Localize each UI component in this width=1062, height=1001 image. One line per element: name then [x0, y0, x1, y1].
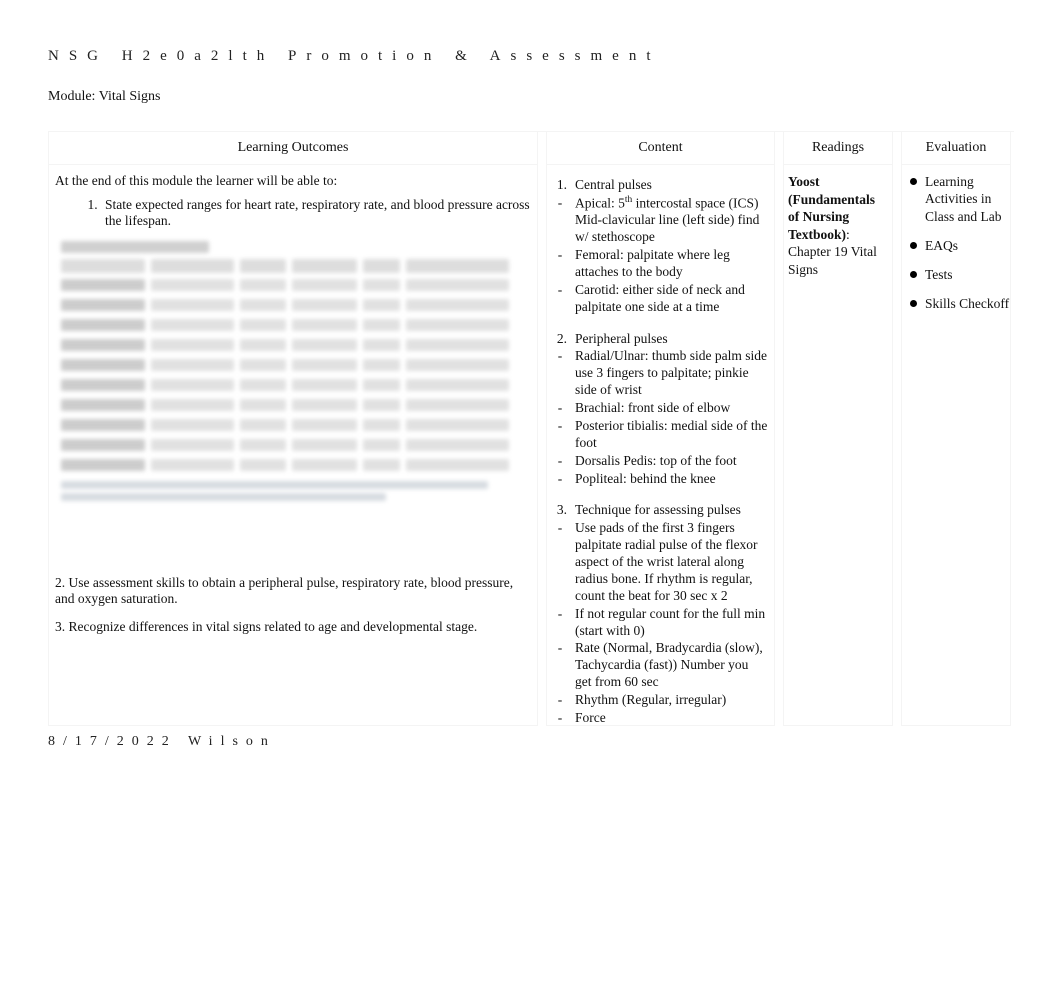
- eval-2: EAQs: [925, 237, 958, 254]
- lo-item-2: 2. Use assessment skills to obtain a per…: [55, 575, 531, 607]
- content-grid: Learning Outcomes At the end of this mod…: [48, 131, 1014, 726]
- eval-4: Skills Checkoff: [925, 295, 1009, 312]
- content-d2a: Radial/Ulnar: thumb side palm side use 3…: [575, 348, 768, 399]
- content-d3e: Force: [575, 710, 768, 725]
- readings-bold: Yoost (Fundamentals of Nursing Textbook): [788, 174, 875, 242]
- header-prefix: NSG: [48, 48, 122, 64]
- module-title: Module: Vital Signs: [48, 89, 1014, 105]
- lo-item-3: 3. Recognize differences in vital signs …: [55, 619, 531, 635]
- lo-item-1: State expected ranges for heart rate, re…: [101, 197, 531, 229]
- content-num-1: 1.: [553, 177, 567, 194]
- content-d3d: Rhythm (Regular, irregular): [575, 692, 768, 709]
- lo-list-1: State expected ranges for heart rate, re…: [55, 197, 531, 229]
- readings-body: Yoost (Fundamentals of Nursing Textbook)…: [784, 165, 892, 725]
- header-title: H2e0a2lth Promotion & Assessment: [122, 48, 661, 64]
- content-d3a: Use pads of the first 3 fingers palpitat…: [575, 520, 768, 604]
- col-header-evaluation: Evaluation: [902, 132, 1010, 165]
- bullet-icon: [910, 271, 917, 278]
- content-num-2: 2.: [553, 331, 567, 348]
- content-d2c: Posterior tibialis: medial side of the f…: [575, 418, 768, 452]
- content-t1: Central pulses: [575, 177, 768, 194]
- page-footer: 8/17/2022 Wilson: [48, 734, 1014, 750]
- eval-1: Learning Activities in Class and Lab: [925, 173, 1010, 225]
- bullet-icon: [910, 242, 917, 249]
- lo-rest: 2. Use assessment skills to obtain a per…: [55, 575, 531, 635]
- content-num-3: 3.: [553, 502, 567, 519]
- content-d1a: Apical: 5th intercostal space (ICS) Mid-…: [575, 195, 768, 246]
- col-content: Content 1.Central pulses -Apical: 5th in…: [546, 132, 775, 726]
- content-t2: Peripheral pulses: [575, 331, 768, 348]
- content-d2e: Popliteal: behind the knee: [575, 471, 768, 488]
- evaluation-list: Learning Activities in Class and Lab EAQ…: [902, 165, 1010, 313]
- page-header: NSG H2e0a2lth Promotion & Assessment: [48, 48, 1014, 65]
- bullet-icon: [910, 300, 917, 307]
- bullet-icon: [910, 178, 917, 185]
- content-d2d: Dorsalis Pedis: top of the foot: [575, 453, 768, 470]
- col-readings: Readings Yoost (Fundamentals of Nursing …: [783, 132, 893, 726]
- blurred-table-image: [61, 241, 525, 557]
- content-list: 1.Central pulses -Apical: 5th intercosta…: [553, 177, 768, 725]
- eval-3: Tests: [925, 266, 953, 283]
- col-learning-outcomes: Learning Outcomes At the end of this mod…: [48, 132, 538, 726]
- content-d1b: Femoral: palpitate where leg attaches to…: [575, 247, 768, 281]
- lo-intro: At the end of this module the learner wi…: [55, 173, 531, 189]
- col-header-readings: Readings: [784, 132, 892, 165]
- content-d3b: If not regular count for the full min (s…: [575, 606, 768, 640]
- col-header-lo: Learning Outcomes: [49, 132, 537, 165]
- content-d1c: Carotid: either side of neck and palpita…: [575, 282, 768, 316]
- col-evaluation: Evaluation Learning Activities in Class …: [901, 132, 1011, 726]
- content-d2b: Brachial: front side of elbow: [575, 400, 768, 417]
- content-d3c: Rate (Normal, Bradycardia (slow), Tachyc…: [575, 640, 768, 691]
- content-t3: Technique for assessing pulses: [575, 502, 768, 519]
- col-header-content: Content: [547, 132, 774, 165]
